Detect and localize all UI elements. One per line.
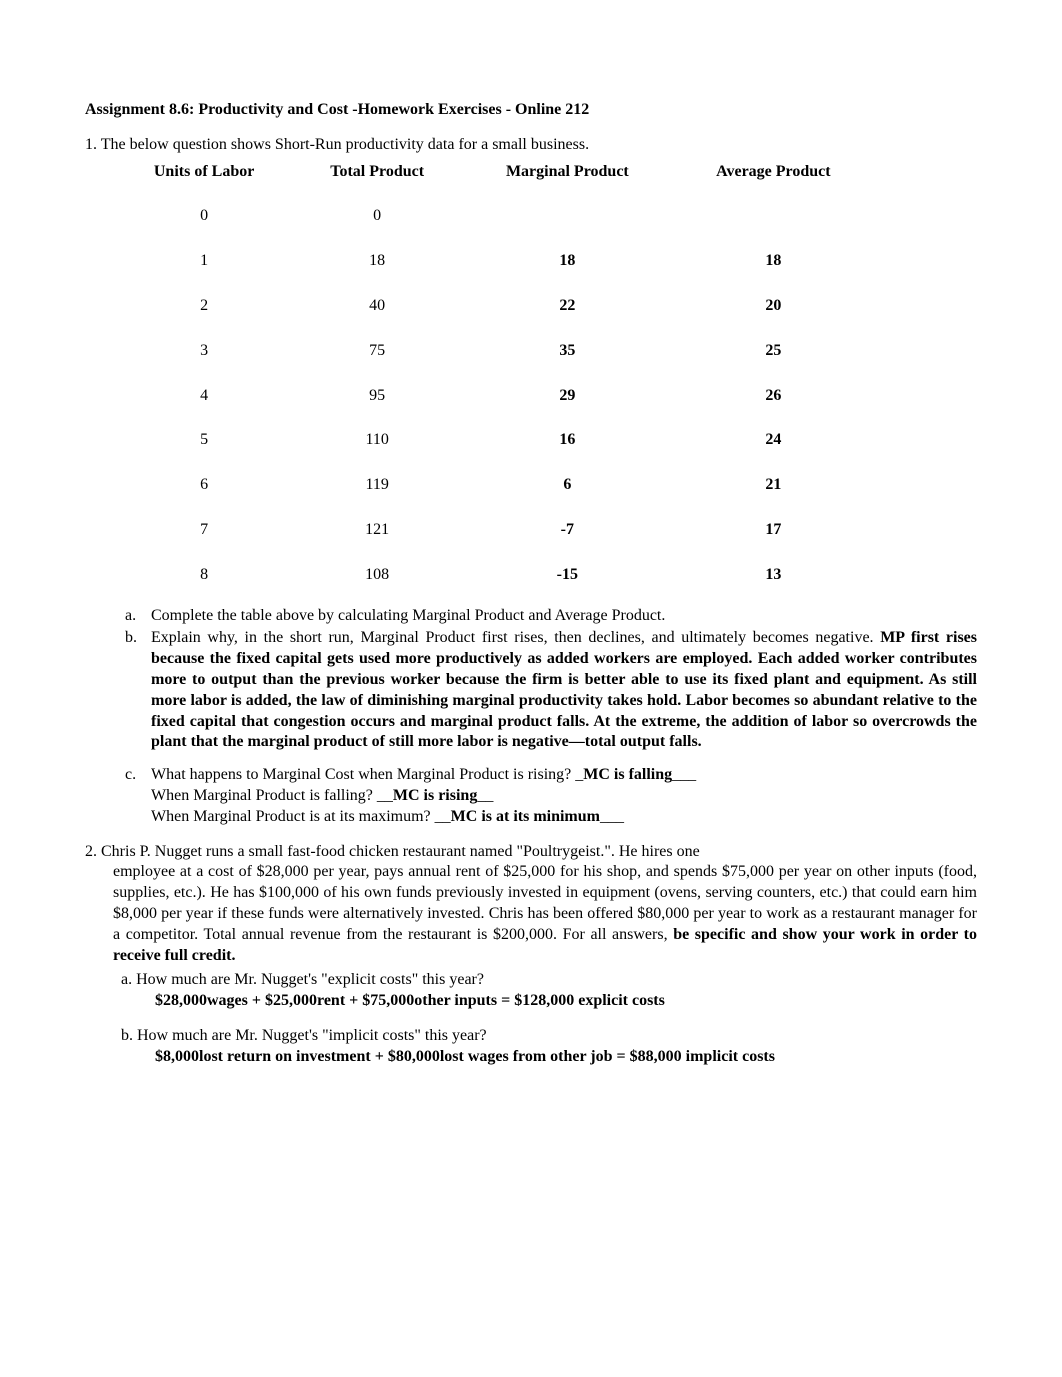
- cell-total: 18: [293, 239, 461, 284]
- q2a-question: a. How much are Mr. Nugget's "explicit c…: [121, 970, 977, 991]
- q1c-body: What happens to Marginal Cost when Margi…: [151, 765, 977, 827]
- q2-firstline: 2. Chris P. Nugget runs a small fast-foo…: [85, 842, 977, 863]
- table-row: 3 75 35 25: [115, 329, 873, 374]
- q1c-l2-c: __: [477, 787, 493, 804]
- q2-body: employee at a cost of $28,000 per year, …: [113, 862, 977, 966]
- q1c-line3: When Marginal Product is at its maximum?…: [151, 807, 977, 828]
- cell-total: 119: [293, 463, 461, 508]
- cell-total: 0: [293, 194, 461, 239]
- q1c-l1-a: What happens to Marginal Cost when Margi…: [151, 766, 583, 783]
- cell-marginal: -7: [461, 508, 673, 553]
- table-row: 2 40 22 20: [115, 284, 873, 329]
- q1c-l3-ans: MC is at its minimum: [451, 808, 600, 825]
- cell-total: 110: [293, 418, 461, 463]
- cell-average: 24: [674, 418, 874, 463]
- q1-part-b: b. Explain why, in the short run, Margin…: [125, 628, 977, 753]
- table-header-row: Units of Labor Total Product Marginal Pr…: [115, 158, 873, 195]
- cell-labor: 1: [115, 239, 293, 284]
- cell-total: 40: [293, 284, 461, 329]
- marker-b: b.: [125, 628, 151, 753]
- cell-average: 21: [674, 463, 874, 508]
- cell-average: 25: [674, 329, 874, 374]
- cell-labor: 7: [115, 508, 293, 553]
- marker-c: c.: [125, 765, 151, 827]
- cell-average: 17: [674, 508, 874, 553]
- q1-part-a: a. Complete the table above by calculati…: [125, 606, 977, 627]
- cell-total: 121: [293, 508, 461, 553]
- col-total: Total Product: [293, 158, 461, 195]
- q1-subparts: a. Complete the table above by calculati…: [125, 606, 977, 828]
- cell-average: 13: [674, 553, 874, 598]
- cell-average: 20: [674, 284, 874, 329]
- q1c-l2-a: When Marginal Product is falling? __: [151, 787, 393, 804]
- q1b-body: Explain why, in the short run, Marginal …: [151, 628, 977, 753]
- cell-labor: 8: [115, 553, 293, 598]
- table-row: 4 95 29 26: [115, 374, 873, 419]
- q1c-line1: What happens to Marginal Cost when Margi…: [151, 765, 977, 786]
- productivity-table: Units of Labor Total Product Marginal Pr…: [115, 158, 873, 598]
- cell-total: 75: [293, 329, 461, 374]
- table-row: 7 121 -7 17: [115, 508, 873, 553]
- cell-marginal: [461, 194, 673, 239]
- assignment-title: Assignment 8.6: Productivity and Cost -H…: [85, 100, 977, 121]
- col-labor: Units of Labor: [115, 158, 293, 195]
- q1c-line2: When Marginal Product is falling? __MC i…: [151, 786, 977, 807]
- cell-labor: 2: [115, 284, 293, 329]
- q1b-answer: MP first rises because the fixed capital…: [151, 629, 977, 750]
- cell-marginal: 16: [461, 418, 673, 463]
- cell-marginal: 22: [461, 284, 673, 329]
- table-row: 5 110 16 24: [115, 418, 873, 463]
- cell-average: 18: [674, 239, 874, 284]
- cell-total: 95: [293, 374, 461, 419]
- cell-labor: 0: [115, 194, 293, 239]
- q1a-text: Complete the table above by calculating …: [151, 606, 977, 627]
- cell-labor: 4: [115, 374, 293, 419]
- col-marginal: Marginal Product: [461, 158, 673, 195]
- cell-marginal: 29: [461, 374, 673, 419]
- q1-intro: 1. The below question shows Short-Run pr…: [85, 135, 977, 156]
- q1c-l1-c: ___: [672, 766, 696, 783]
- col-average: Average Product: [674, 158, 874, 195]
- q2b-question: b. How much are Mr. Nugget's "implicit c…: [121, 1026, 977, 1047]
- table-row: 6 119 6 21: [115, 463, 873, 508]
- marker-a: a.: [125, 606, 151, 627]
- table-row: 0 0: [115, 194, 873, 239]
- q1b-lead: Explain why, in the short run, Marginal …: [151, 629, 880, 646]
- cell-average: 26: [674, 374, 874, 419]
- q1c-l2-ans: MC is rising: [393, 787, 477, 804]
- cell-labor: 5: [115, 418, 293, 463]
- cell-marginal: 35: [461, 329, 673, 374]
- q1c-l1-ans: MC is falling: [583, 766, 672, 783]
- cell-labor: 6: [115, 463, 293, 508]
- q1c-l3-a: When Marginal Product is at its maximum?…: [151, 808, 451, 825]
- cell-marginal: 6: [461, 463, 673, 508]
- q1-part-c: c. What happens to Marginal Cost when Ma…: [125, 765, 977, 827]
- cell-total: 108: [293, 553, 461, 598]
- q2a-answer: $28,000wages + $25,000rent + $75,000othe…: [155, 991, 977, 1012]
- q2b-answer: $8,000lost return on investment + $80,00…: [155, 1047, 977, 1068]
- table-row: 8 108 -15 13: [115, 553, 873, 598]
- cell-marginal: -15: [461, 553, 673, 598]
- cell-average: [674, 194, 874, 239]
- question-2: 2. Chris P. Nugget runs a small fast-foo…: [85, 842, 977, 1068]
- cell-labor: 3: [115, 329, 293, 374]
- cell-marginal: 18: [461, 239, 673, 284]
- table-row: 1 18 18 18: [115, 239, 873, 284]
- q1c-l3-c: ___: [600, 808, 624, 825]
